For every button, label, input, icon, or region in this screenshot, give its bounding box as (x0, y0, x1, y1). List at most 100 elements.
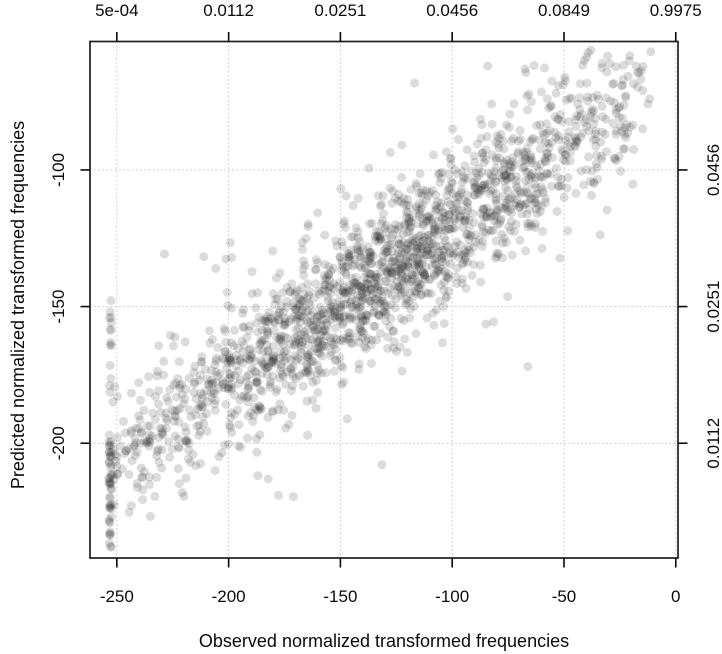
plot-frame (89, 40, 679, 559)
scatter-point (354, 337, 364, 347)
scatter-point (134, 411, 144, 421)
scatter-point (435, 296, 445, 306)
scatter-point (279, 347, 289, 357)
scatter-point (611, 126, 621, 136)
scatter-point (344, 286, 354, 296)
scatter-point (181, 473, 191, 483)
scatter-point (383, 268, 393, 278)
scatter-point (425, 188, 435, 197)
scatter-point (235, 375, 245, 385)
scatter-point (399, 193, 409, 203)
scatter-point (479, 203, 489, 213)
scatter-point (429, 223, 439, 233)
scatter-point (104, 430, 114, 440)
scatter-point (592, 163, 602, 172)
scatter-point (297, 305, 307, 315)
scatter-point (437, 253, 447, 263)
scatter-point (429, 269, 439, 279)
scatter-point (397, 264, 407, 273)
scatter-point (378, 216, 387, 226)
scatter-point (491, 163, 501, 173)
scatter-point (292, 332, 302, 342)
scatter-point (140, 436, 149, 446)
scatter-point (459, 250, 469, 260)
scatter-point (229, 325, 239, 335)
scatter-point (423, 242, 432, 252)
scatter-point (374, 259, 384, 269)
scatter-point (238, 358, 248, 368)
scatter-point (234, 420, 244, 430)
scatter-point (172, 392, 181, 402)
scatter-point (134, 423, 144, 433)
scatter-point (422, 313, 432, 323)
scatter-point (307, 335, 317, 345)
scatter-point (318, 315, 328, 325)
scatter-point (325, 306, 335, 316)
scatter-point (225, 422, 235, 432)
scatter-point (127, 388, 136, 398)
scatter-point (325, 281, 335, 291)
scatter-point (357, 285, 367, 295)
scatter-point (561, 156, 571, 166)
scatter-point (150, 491, 160, 501)
scatter-point (365, 247, 375, 257)
scatter-point (348, 201, 358, 210)
scatter-point (117, 464, 127, 474)
scatter-point (490, 211, 500, 221)
scatter-point (152, 446, 162, 456)
scatter-point (530, 197, 540, 207)
scatter-point (106, 296, 116, 306)
scatter-point (314, 286, 324, 296)
scatter-point (598, 112, 608, 122)
scatter-point (399, 219, 409, 229)
scatter-point (597, 154, 607, 164)
gridlines (89, 41, 679, 559)
scatter-point (263, 312, 272, 322)
scatter-point (355, 237, 365, 246)
scatter-point (374, 310, 384, 320)
scatter-point (173, 373, 183, 383)
scatter-point (469, 218, 479, 227)
scatter-point (519, 162, 529, 172)
scatter-point (560, 72, 570, 82)
scatter-point (190, 377, 200, 387)
scatter-point (488, 185, 498, 195)
tick-label-left: -150 (49, 290, 68, 324)
scatter-point (439, 319, 449, 328)
scatter-point (273, 405, 283, 415)
scatter-point (262, 326, 272, 336)
scatter-point (197, 393, 207, 403)
scatter-point (439, 245, 449, 255)
scatter-point (535, 207, 545, 216)
scatter-point (336, 361, 346, 371)
scatter-point (444, 183, 454, 193)
scatter-point (335, 303, 344, 313)
scatter-point (370, 283, 380, 293)
scatter-point (505, 159, 514, 169)
scatter-point (492, 219, 502, 229)
scatter-point (311, 255, 321, 265)
scatter-point (167, 405, 177, 415)
scatter-point (105, 340, 115, 350)
scatter-point (310, 325, 320, 335)
scatter-point (263, 345, 273, 355)
scatter-point (226, 413, 235, 423)
scatter-point (299, 270, 309, 280)
scatter-point (602, 67, 612, 77)
scatter-point (242, 377, 252, 387)
scatter-point (442, 191, 452, 201)
scatter-point (353, 233, 363, 243)
scatter-point (385, 283, 395, 293)
scatter-point (553, 115, 563, 125)
scatter-point (179, 491, 189, 501)
scatter-point (302, 363, 312, 372)
scatter-point (589, 178, 599, 188)
scatter-point (507, 157, 517, 167)
scatter-point (198, 402, 208, 412)
scatter-point (353, 281, 363, 291)
scatter-point (270, 318, 280, 328)
scatter-point (287, 369, 297, 378)
scatter-point (492, 198, 502, 208)
scatter-point (477, 222, 487, 232)
scatter-point (327, 302, 337, 312)
